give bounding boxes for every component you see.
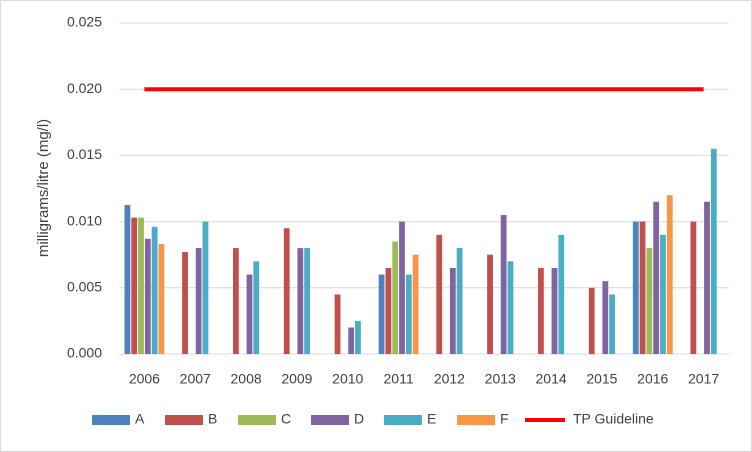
bar [507,261,514,354]
bar [399,221,405,354]
bar [551,267,558,354]
bar [138,217,144,354]
bar [487,254,493,354]
legend-label: E [427,411,436,427]
legend-swatch [238,415,276,425]
bar [253,261,260,354]
bar [704,201,710,354]
bar [151,226,158,354]
x-tick-label: 2016 [637,371,668,387]
bar [660,234,666,354]
bar [537,267,544,354]
bar [355,320,361,354]
bar [144,238,151,354]
bar [710,148,717,354]
y-tick-label: 0.015 [67,146,102,162]
y-tick-label: 0.025 [67,14,102,30]
legend-label: C [281,411,291,427]
bar [158,244,165,354]
x-tick-label: 2007 [180,371,211,387]
bar [500,214,507,354]
legend-label: D [354,411,364,427]
bar [639,221,646,354]
bar [124,205,131,354]
y-axis-label: milligrams/litre (mg/l) [35,119,52,257]
legend-label: B [208,411,217,427]
bar [246,274,253,354]
bar [436,234,443,354]
bar [182,252,188,354]
bar [202,221,209,354]
bar [195,248,202,354]
x-tick-label: 2017 [688,371,719,387]
bar [558,234,565,354]
x-tick-label: 2010 [332,371,363,387]
legend-swatch [92,415,130,425]
bar [456,248,463,354]
y-tick-label: 0.010 [67,212,102,228]
bar [690,221,697,354]
bar [385,267,392,354]
legend-swatch [457,415,495,425]
x-tick-label: 2015 [586,371,617,387]
bar [334,294,341,354]
bar [297,248,304,354]
legend-swatch [311,415,349,425]
legend-swatch [384,415,422,425]
bar [348,327,355,354]
x-tick-label: 2006 [129,371,160,387]
bar [646,248,653,354]
legend-label: TP Guideline [573,411,654,427]
bar [653,201,660,354]
bar [666,195,673,354]
bar [632,221,639,354]
bar [405,274,412,354]
bar [378,274,385,354]
x-tick-label: 2013 [485,371,516,387]
x-tick-label: 2011 [384,371,414,387]
legend-label: F [500,411,509,427]
x-tick-label: 2008 [231,371,262,387]
y-tick-label: 0.020 [67,80,102,96]
bar [609,294,616,354]
x-tick-label: 2012 [434,371,465,387]
bar [283,228,290,354]
y-tick-label: 0.005 [67,279,102,295]
legend-label: A [135,411,145,427]
bar [588,287,595,354]
x-tick-label: 2014 [536,371,567,387]
bar [304,248,311,354]
bar [602,281,609,354]
legend-swatch [165,415,203,425]
bar [412,254,419,354]
bar [232,248,239,354]
bar [131,217,138,354]
x-tick-label: 2009 [281,371,312,387]
y-tick-label: 0.000 [67,345,102,361]
bar [449,267,456,354]
bar [392,241,399,354]
